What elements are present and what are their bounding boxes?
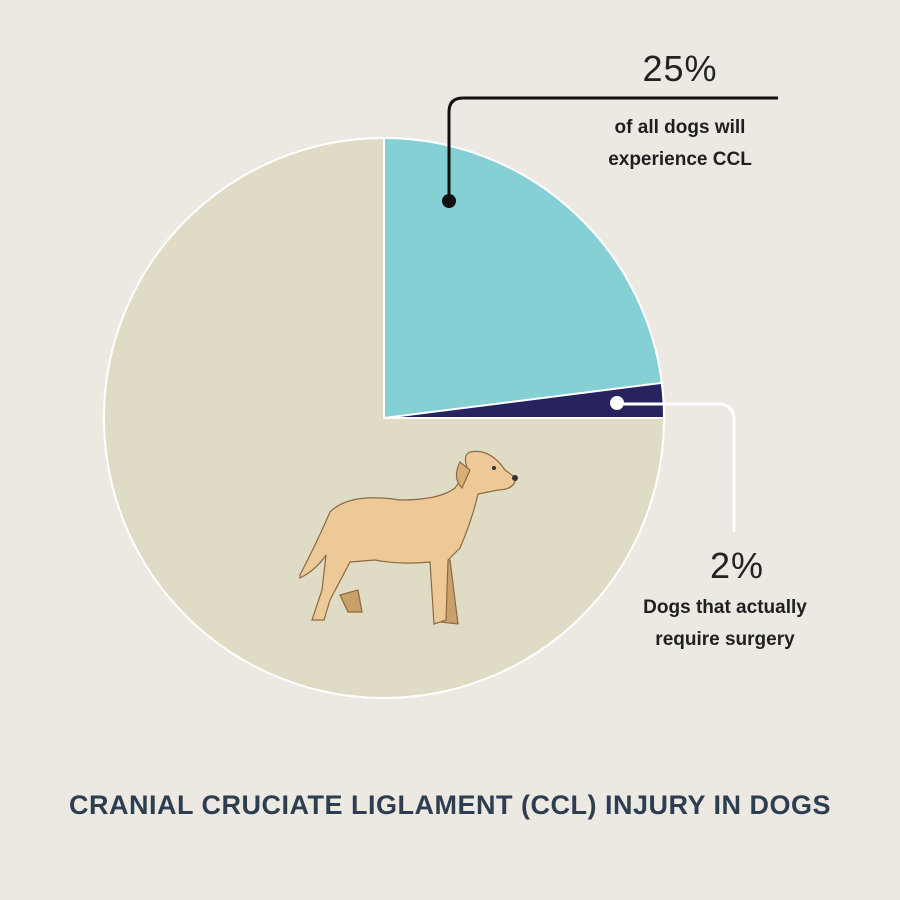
category-label: Dogs that actually require surgery: [643, 597, 807, 650]
dog-illustration: [299, 450, 518, 625]
leader-dot: [442, 194, 456, 208]
leader-line: [447, 96, 778, 201]
wedges: [383, 136, 666, 419]
leader-line: [617, 402, 736, 532]
value-label: 25%: [642, 48, 718, 89]
value-label: 2%: [709, 545, 765, 586]
pie-slice: [383, 136, 666, 419]
category-label: of all dogs will experience CCL: [608, 117, 752, 170]
chart-title: CRANIAL CRUCIATE LIGLAMENT (CCL) INJURY …: [69, 790, 831, 820]
pie-slice: [383, 381, 666, 419]
leader-dot: [610, 396, 624, 410]
